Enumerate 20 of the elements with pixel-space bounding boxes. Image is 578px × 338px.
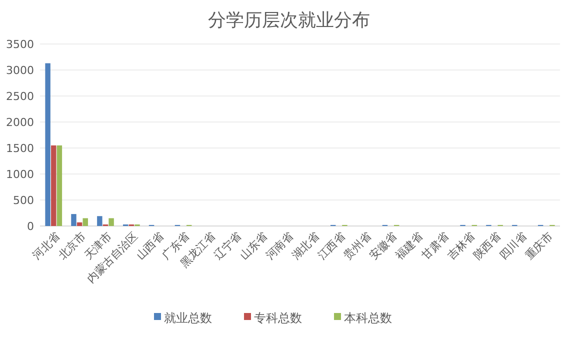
y-tick-label: 2500: [6, 90, 34, 103]
chart-title: 分学历层次就业分布: [208, 10, 370, 31]
y-tick-label: 1000: [6, 168, 34, 181]
legend-label: 本科总数: [344, 311, 392, 326]
y-tick-label: 3000: [6, 64, 34, 77]
y-tick-label: 2000: [6, 116, 34, 129]
y-tick-label: 0: [27, 220, 34, 233]
y-tick-label: 3500: [6, 38, 34, 51]
legend-label: 就业总数: [164, 311, 212, 326]
bar: [56, 145, 62, 226]
bar: [82, 218, 88, 226]
bar: [76, 222, 82, 226]
bar: [71, 214, 76, 226]
bar: [51, 145, 56, 226]
y-tick-label: 500: [13, 194, 34, 207]
bar: [108, 218, 114, 226]
bar: [45, 63, 50, 226]
y-tick-label: 1500: [6, 142, 34, 155]
legend-label: 专科总数: [254, 311, 302, 326]
bar: [97, 216, 102, 226]
